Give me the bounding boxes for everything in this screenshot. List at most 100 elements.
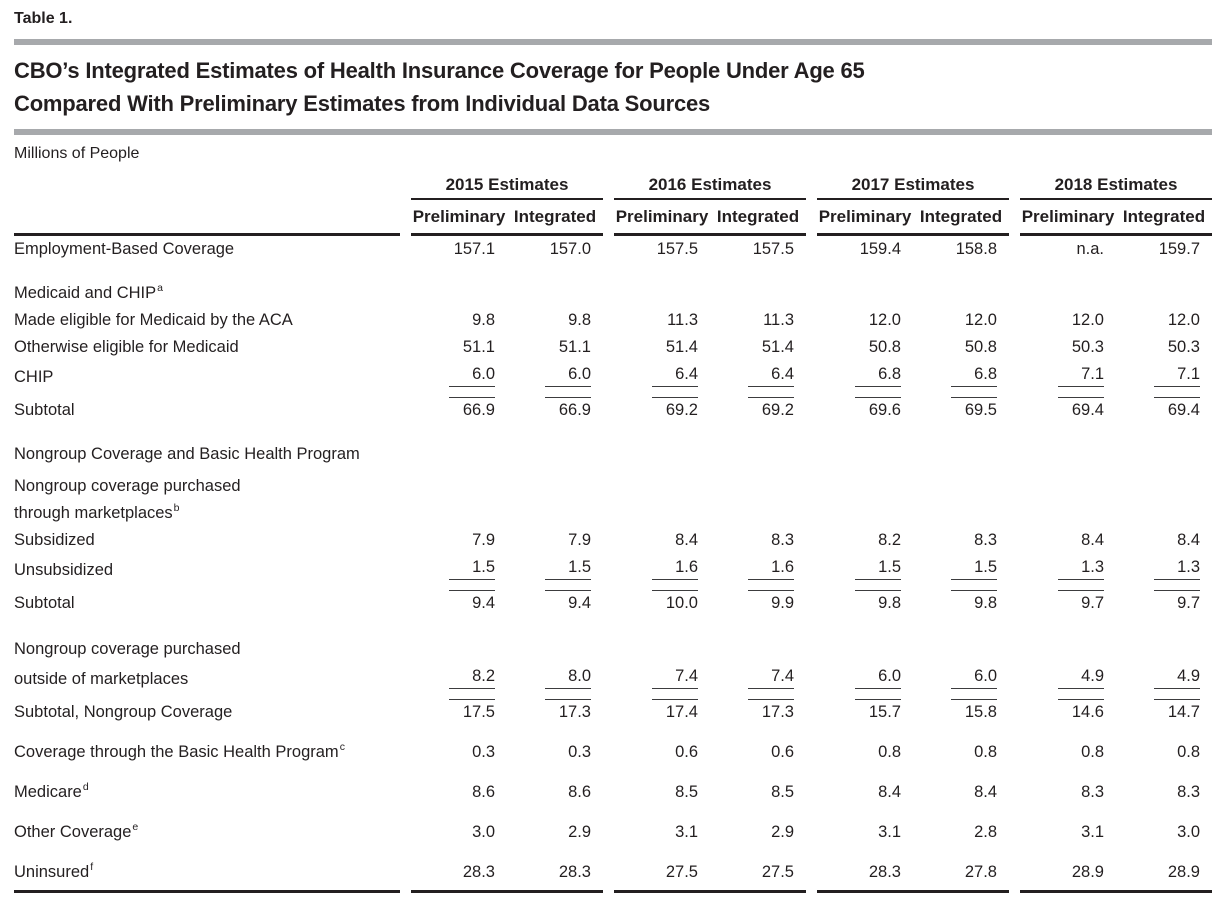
value-cell: 12.0	[1167, 311, 1200, 329]
value-cell: 8.4	[1177, 531, 1200, 549]
value-cell: 1.6	[710, 554, 806, 584]
column-gap	[1009, 307, 1020, 334]
column-gap	[1009, 361, 1020, 391]
value-cell: 6.4	[710, 361, 806, 391]
table-row: Other Coveragee 3.0 2.9 3.1 2.9 3.1 2.8 3.1 3.0	[14, 806, 1212, 846]
value-cell: 8.5	[675, 783, 698, 801]
value-cell: 14.7	[1116, 693, 1212, 726]
value-cell: 28.3	[507, 846, 603, 893]
column-gap	[1009, 726, 1020, 766]
column-gap	[1009, 806, 1020, 846]
column-gap	[400, 527, 411, 554]
header-corner-rule	[14, 199, 400, 236]
column-gap	[603, 361, 614, 391]
value-cell: 9.8	[472, 311, 495, 329]
value-cell: 14.6	[1020, 693, 1116, 726]
value-cell: 9.7	[1020, 584, 1116, 617]
value-cell: 8.4	[675, 531, 698, 549]
column-gap	[806, 307, 817, 334]
value-cell: 27.5	[710, 846, 806, 893]
value-cell: 9.8	[568, 311, 591, 329]
column-gap	[400, 726, 411, 766]
column-gap	[603, 307, 614, 334]
column-gap	[806, 846, 817, 892]
value-cell: 0.6	[675, 743, 698, 761]
value-cell: 66.9	[411, 391, 507, 424]
value-cell: 6.4	[614, 361, 710, 391]
value-cell: 158.8	[955, 240, 997, 258]
value-cell: 11.3	[667, 311, 698, 329]
empty-cells	[400, 263, 1212, 307]
header-corner	[14, 169, 400, 199]
value-cell: 10.0	[614, 584, 710, 617]
column-gap	[1009, 334, 1020, 361]
subcolumn-2015-preliminary: Preliminary	[411, 199, 507, 236]
column-gap	[603, 554, 614, 584]
table-header-subcolumns: Preliminary Integrated Preliminary Integ…	[14, 199, 1212, 236]
column-gap	[400, 235, 411, 264]
value-cell: 8.2	[411, 663, 507, 693]
value-cell: 8.3	[974, 531, 997, 549]
table-title: CBO’s Integrated Estimates of Health Ins…	[14, 45, 1212, 129]
column-gap	[1009, 584, 1020, 617]
value-cell: 159.4	[859, 240, 901, 258]
column-gap	[400, 391, 411, 424]
value-cell: 3.0	[1177, 823, 1200, 841]
table-row: Coverage through the Basic Health Progra…	[14, 726, 1212, 766]
value-cell: 69.4	[1116, 391, 1212, 424]
value-cell: 12.0	[868, 311, 901, 329]
value-cell: 0.6	[771, 743, 794, 761]
row-label: Unsubsidized	[14, 561, 114, 579]
value-cell: 1.6	[614, 554, 710, 584]
value-cell: 0.8	[878, 743, 901, 761]
value-cell: 7.4	[614, 663, 710, 693]
value-cell: 50.3	[1071, 338, 1104, 356]
column-gap	[603, 693, 614, 726]
column-gap	[400, 846, 411, 892]
value-cell: 69.2	[710, 391, 806, 424]
table-row: outside of marketplaces 8.2 8.0 7.4 7.4 6.0 6.…	[14, 663, 1212, 693]
column-group-2018: 2018 Estimates	[1020, 169, 1212, 200]
value-cell: 12.0	[964, 311, 997, 329]
value-cell: 15.7	[817, 693, 913, 726]
value-cell: 1.5	[411, 554, 507, 584]
table-row: Subtotal 9.4 9.4 10.0 9.9 9.8 9.8 9.7 9.7	[14, 584, 1212, 617]
table-number: Table 1.	[14, 10, 73, 27]
column-gap	[603, 846, 614, 892]
column-gap	[806, 766, 817, 806]
table-body: Employment-Based Coverage 157.1 157.0 157.5…	[14, 235, 1212, 893]
title-rule-top	[14, 39, 1212, 45]
row-label: CHIP	[14, 368, 54, 386]
table-row: Subsidized 7.9 7.9 8.4 8.3 8.2 8.3 8.4 8.4	[14, 527, 1212, 554]
value-cell: 9.9	[710, 584, 806, 617]
empty-cells	[400, 617, 1212, 663]
column-gap	[806, 726, 817, 766]
value-cell: 51.1	[558, 338, 591, 356]
column-gap	[806, 361, 817, 391]
value-cell: 3.0	[472, 823, 495, 841]
subcolumn-2015-integrated: Integrated	[507, 199, 603, 236]
value-cell: 50.8	[964, 338, 997, 356]
value-cell: 157.0	[549, 240, 591, 258]
value-cell: 2.8	[974, 823, 997, 841]
row-label: Other Coveragee	[14, 820, 139, 841]
empty-cells	[400, 424, 1212, 468]
value-cell: 6.0	[913, 663, 1009, 693]
column-gap	[1009, 846, 1020, 892]
estimates-table: 2015 Estimates 2016 Estimates 2017 Estim…	[14, 169, 1212, 893]
value-cell: 8.5	[771, 783, 794, 801]
value-cell: 1.3	[1116, 554, 1212, 584]
value-cell: 9.8	[817, 584, 913, 617]
value-cell: 28.3	[817, 846, 913, 893]
value-cell: 8.3	[771, 531, 794, 549]
row-label: Coverage through the Basic Health Progra…	[14, 740, 345, 761]
footnote-marker: a	[157, 281, 163, 294]
value-cell: 3.1	[878, 823, 901, 841]
value-cell: 11.3	[763, 311, 794, 329]
value-cell: 50.8	[868, 338, 901, 356]
value-cell: 69.6	[817, 391, 913, 424]
column-gap	[806, 334, 817, 361]
value-cell: 2.9	[568, 823, 591, 841]
column-gap	[603, 584, 614, 617]
